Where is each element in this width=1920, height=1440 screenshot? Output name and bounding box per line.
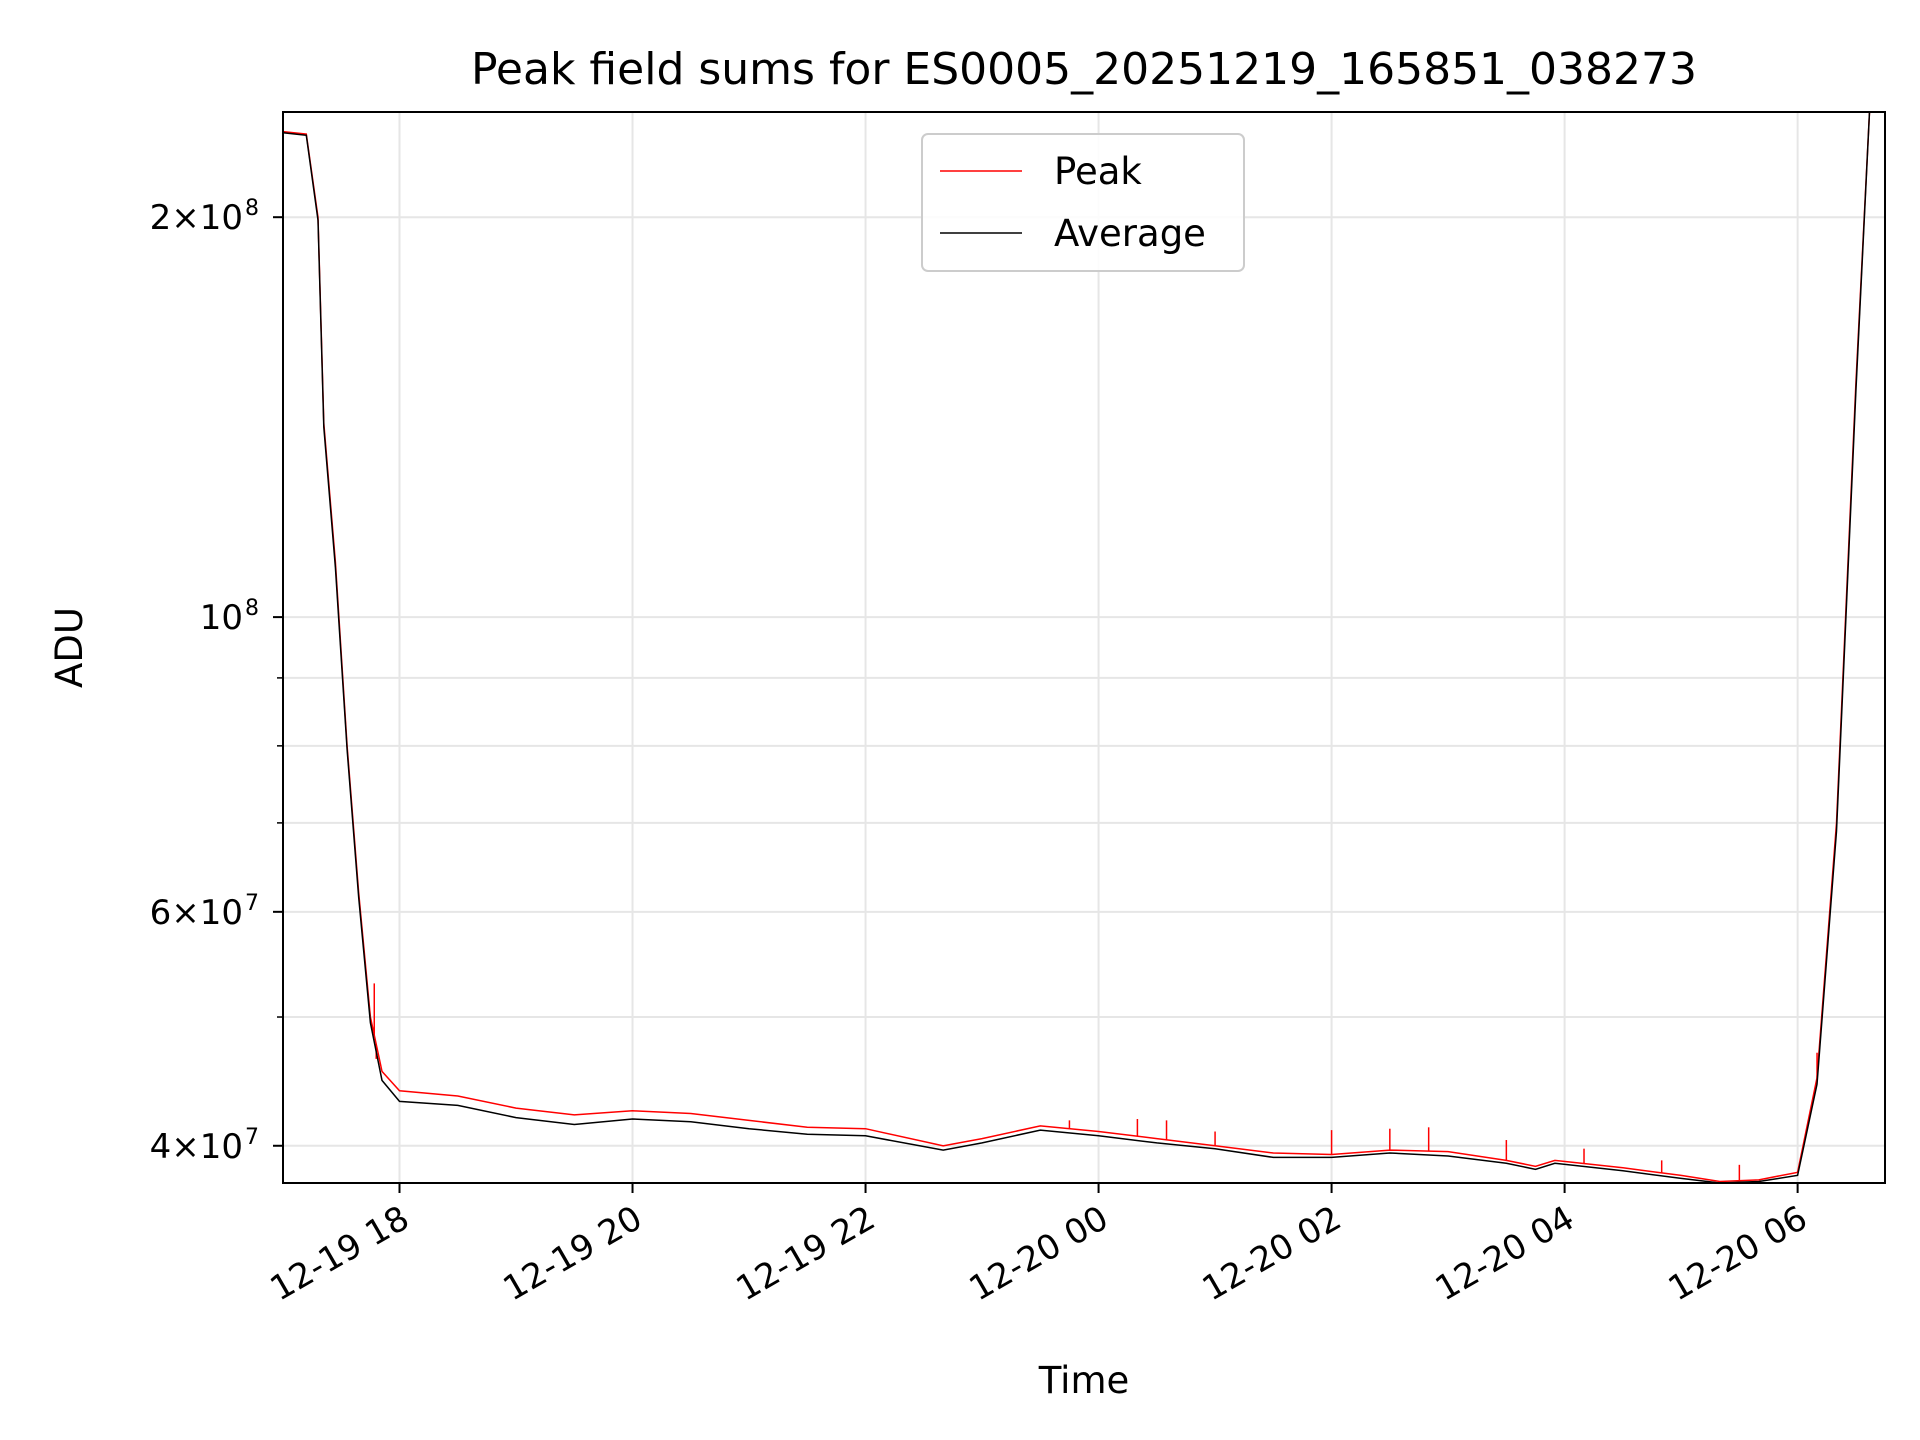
y-tick-exponent: 7 — [245, 1125, 259, 1150]
plot-frame — [282, 111, 1886, 1184]
y-tick-exponent: 8 — [245, 596, 259, 621]
legend-label-average: Average — [1054, 212, 1206, 255]
y-tick-label: 4×10 — [150, 1127, 243, 1167]
y-tick-exponent: 8 — [245, 196, 259, 221]
y-tick-times: ×10 — [171, 198, 243, 238]
y-tick-exponent: 7 — [245, 891, 259, 916]
legend: Peak Average — [921, 133, 1245, 272]
chart-title: Peak field sums for ES0005_20251219_1658… — [471, 44, 1697, 95]
legend-box — [921, 133, 1245, 272]
y-tick-label: 2×10 — [150, 198, 243, 238]
y-tick-mantissa: 2 — [150, 198, 172, 238]
series-line-average — [283, 112, 1871, 1183]
y-axis-label: ADU — [48, 607, 91, 688]
y-tick-base: 10 — [200, 598, 243, 638]
legend-label-peak: Peak — [1054, 150, 1142, 193]
y-tick-times: ×10 — [171, 893, 243, 933]
plot-area — [283, 112, 1871, 1183]
y-tick-times: ×10 — [171, 1127, 243, 1167]
y-tick-label: 10 — [200, 598, 243, 638]
y-axis: 4×10 76×10 710 82×10 8 — [150, 196, 283, 1167]
x-axis-label: Time — [1038, 1359, 1130, 1402]
y-tick-mantissa: 4 — [150, 1127, 172, 1167]
y-tick-mantissa: 6 — [150, 893, 172, 933]
y-tick-label: 6×10 — [150, 893, 243, 933]
